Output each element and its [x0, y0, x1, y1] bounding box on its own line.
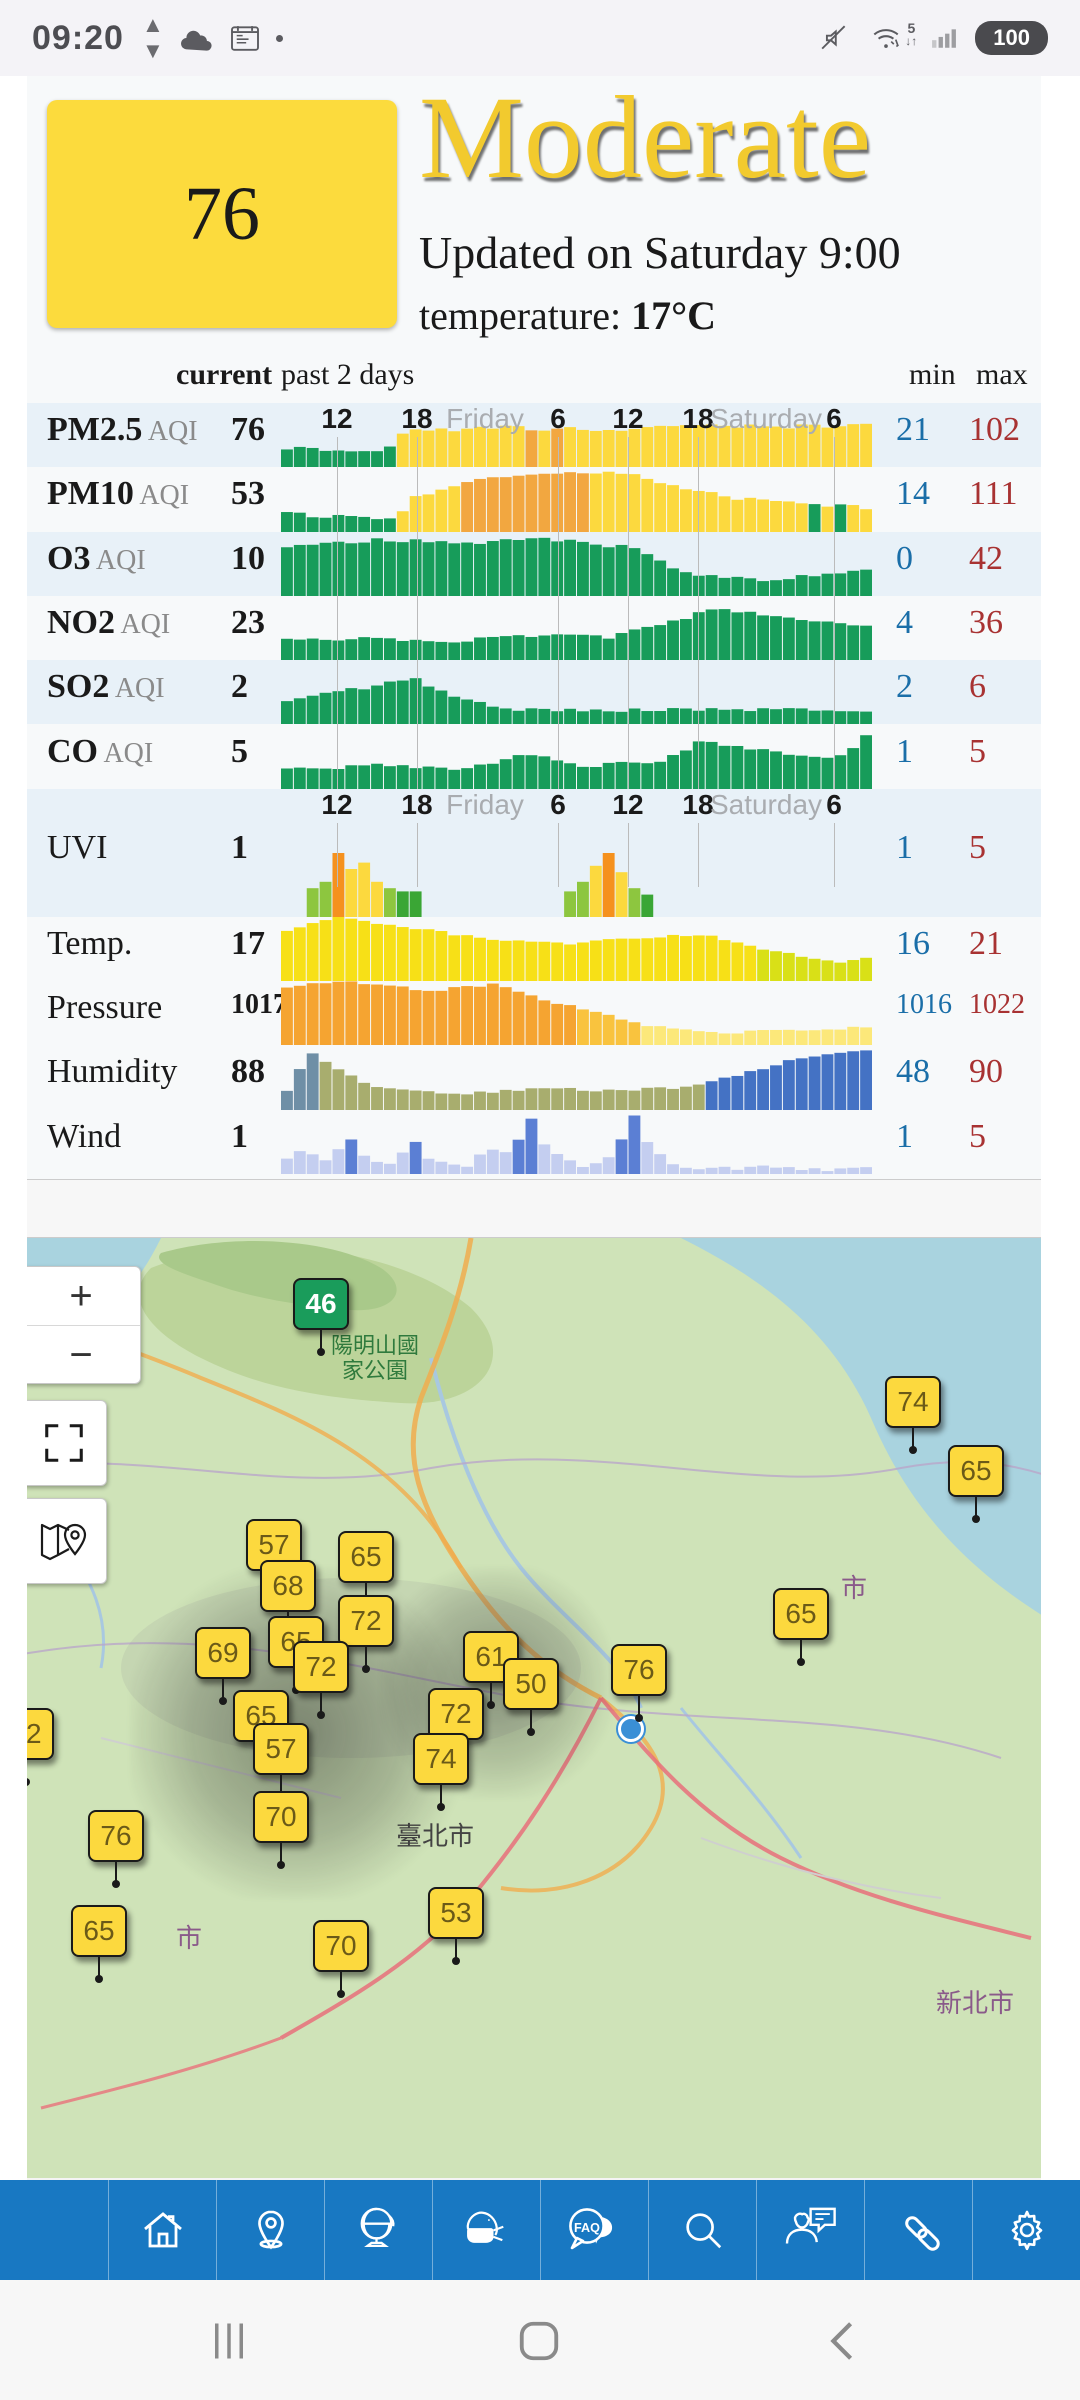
svg-text:FAQ: FAQ	[574, 2221, 600, 2235]
